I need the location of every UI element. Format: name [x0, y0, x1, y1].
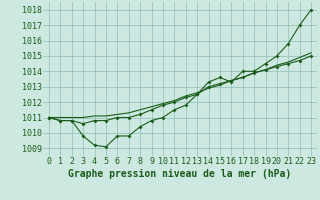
X-axis label: Graphe pression niveau de la mer (hPa): Graphe pression niveau de la mer (hPa) [68, 169, 292, 179]
